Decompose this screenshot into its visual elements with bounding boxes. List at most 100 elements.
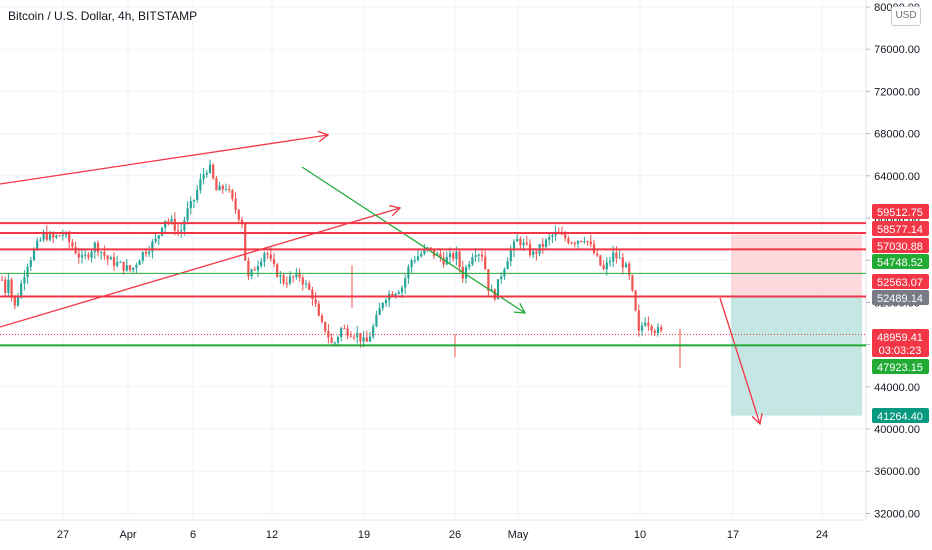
candle-body [532,251,535,256]
candle-body [221,185,224,190]
candle-body [237,209,240,220]
candle-body [311,289,314,299]
trend-arrow-lower-head[interactable] [389,205,402,217]
currency-button[interactable]: USD [891,6,921,26]
candle-body [324,321,327,332]
candle-body [503,269,506,277]
candle-body [493,289,496,300]
candle-body [624,263,628,268]
candle-body [109,257,112,260]
candle-body [368,336,372,342]
trend-arrow-lower[interactable] [0,207,401,328]
projection-arrow[interactable] [719,297,761,425]
candle-body [260,261,263,267]
candle-body [423,249,426,254]
candle-body [29,260,32,267]
level-price-tag[interactable] [872,359,929,374]
level-price-tag[interactable] [872,408,929,423]
candle-body [432,249,436,256]
price-tick-label: 64000.00 [874,171,920,183]
chart-title: Bitcoin / U.S. Dollar, 4h, BITSTAMP [8,9,198,23]
candle-body [231,190,234,199]
candle-body [576,240,580,244]
candle-body [0,279,4,281]
candle-body [589,241,592,245]
candle-body [292,276,295,278]
candle-body [484,256,487,270]
level-price-label: 47923.15 [877,362,923,374]
candle-body [519,238,522,246]
candle-body [308,283,311,290]
candle-body [154,238,157,242]
level-price-tag[interactable] [872,221,929,236]
candle-body [228,188,231,191]
trend-arrow-down-green[interactable] [301,166,526,314]
candle-body [256,266,260,271]
candle-body [170,219,173,222]
candle-body [183,220,186,231]
candle-body [288,276,292,284]
candle-body [333,342,336,344]
time-tick-label: 12 [266,529,278,541]
trend-arrow-upper[interactable] [0,134,329,185]
candle-body [61,234,64,236]
time-axis[interactable]: 27 Apr 6 12 19 26 May 10 17 24 [57,529,828,541]
level-price-tag[interactable] [872,254,929,269]
candle-body [151,241,154,252]
candle-body [272,258,276,265]
candle-body [167,220,170,222]
candle-body [512,241,516,251]
candle-body [84,254,87,256]
candle-body [525,242,528,245]
candle-body [359,333,362,342]
candle-body [404,278,407,288]
candle-body [141,251,144,261]
time-tick-label: 27 [57,529,69,541]
candle-body [13,295,16,306]
candle-body [410,260,413,268]
candle-body [196,189,199,200]
candle-body [64,233,68,235]
candle-body [135,264,138,268]
level-price-tag[interactable] [872,290,929,305]
candle-body [608,261,612,263]
candle-body [276,264,279,277]
candle-body [192,199,196,202]
level-price-tag[interactable] [872,238,929,253]
candle-body [548,237,551,240]
candle-body [436,253,439,256]
candle-body [16,297,20,306]
candle-body [48,234,52,240]
trend-arrow-upper-head[interactable] [317,130,330,143]
level-price-tag[interactable] [872,204,929,219]
trend-drawings[interactable] [0,130,763,426]
horizontal-levels[interactable] [0,222,866,347]
time-tick-label: 26 [449,529,461,541]
level-price-tag[interactable] [872,329,929,357]
candle-body [583,241,586,243]
projection-arrow-head[interactable] [751,413,763,426]
candle-body [279,275,282,277]
candle-body [336,337,340,343]
level-price-tag[interactable] [872,274,929,289]
price-tick-label: 32000.00 [874,508,920,520]
time-tick-label: 17 [727,529,739,541]
candle-body [618,257,621,259]
candle-body [634,290,637,311]
candle-body [650,325,653,331]
candle-body [656,327,660,333]
candle-body [397,292,400,294]
level-price-label: 58577.14 [877,224,923,236]
candle-body [343,328,346,330]
candle-body [573,243,576,245]
candle-body [157,235,160,239]
price-tick-label: 76000.00 [874,44,920,56]
candle-body [628,263,631,276]
level-price-label: 52563.07 [877,277,923,289]
candle-body [615,252,618,259]
trend-arrow-down-green-head[interactable] [513,302,527,314]
candle-body [112,257,116,266]
candle-body [132,267,135,271]
price-axis[interactable]: 80000.0076000.0072000.0068000.0064000.00… [866,2,929,520]
